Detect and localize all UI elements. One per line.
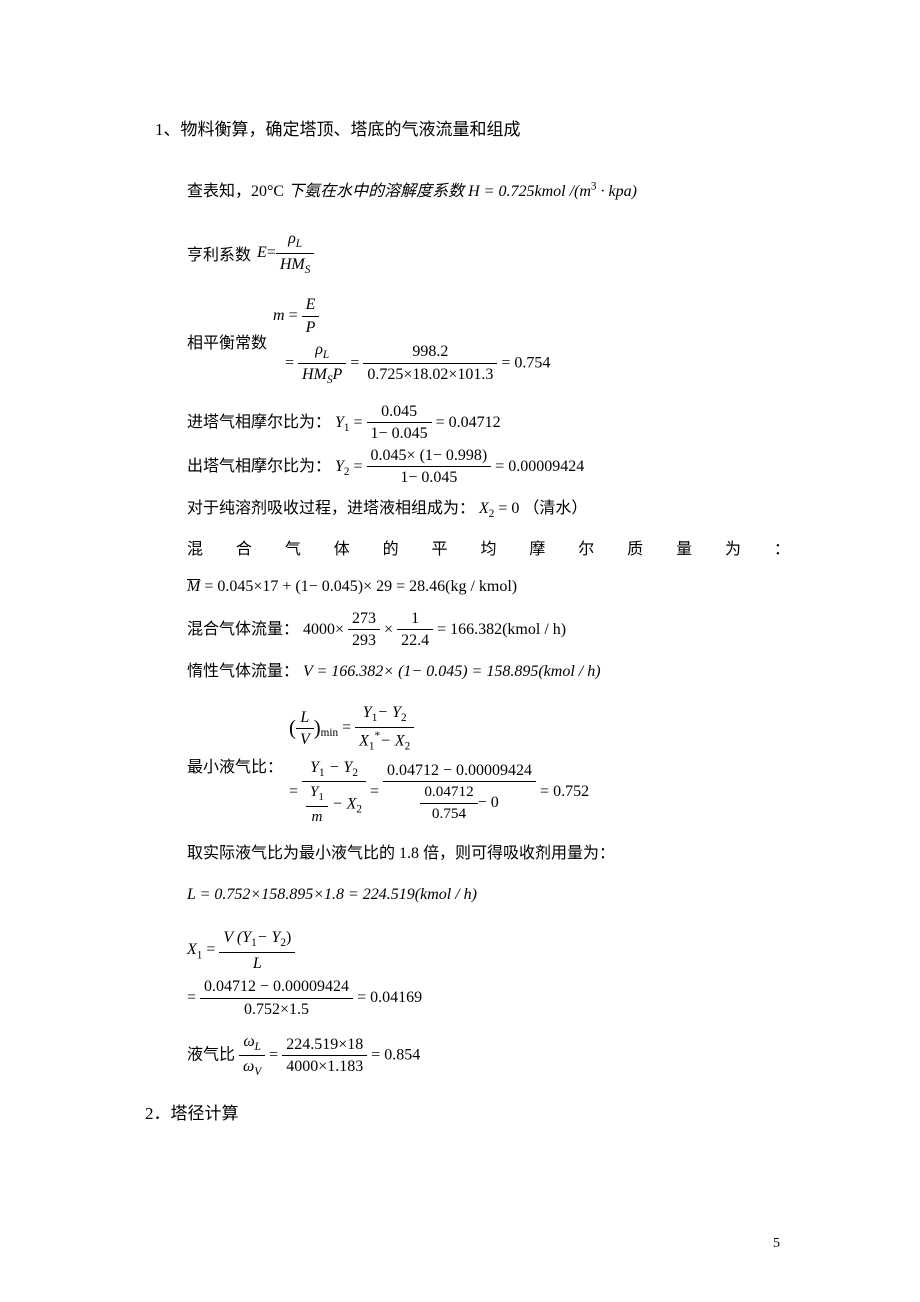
y1-eq: 进塔气相摩尔比为： Y1 = 0.045 1− 0.045 = 0.04712	[187, 403, 790, 443]
L-eq: L = 0.752×158.895×1.8 = 224.519(kmol / h…	[187, 877, 790, 914]
min-lv-eq: 最小液气比： (LV)min = Y1− Y2 X1*− X2 = Y1 − Y…	[187, 704, 790, 825]
mbar-eq: M = 0.045×17 + (1− 0.045)× 29 = 28.46(kg…	[187, 569, 790, 606]
mixflow-eq: 混合气体流量： 4000× 273 293 × 1 22.4 = 166.382…	[187, 610, 790, 650]
section-1-heading: 1、物料衡算，确定塔顶、塔底的气液流量和组成	[155, 115, 790, 146]
mbar-label-line: 混合气体的平均摩尔质量为：	[187, 532, 790, 569]
y2-eq: 出塔气相摩尔比为： Y2 = 0.045× (1− 0.998) 1− 0.04…	[187, 447, 790, 487]
henry-eq: 亨利系数 E = ρL HMS	[187, 230, 790, 276]
lookup-line: 查表知，20°C 下氨在水中的溶解度系数 H = 0.725kmol /(m3 …	[187, 174, 790, 211]
actual-lv-text: 取实际液气比为最小液气比的 1.8 倍，则可得吸收剂用量为：	[187, 836, 790, 873]
m-eq: 相平衡常数 m = E P = ρL HMSP = 998.2	[187, 296, 790, 386]
x2-line: 对于纯溶剂吸收过程，进塔液相组成为： X2 = 0 （清水）	[187, 491, 790, 528]
x1-eq: X1 = V (Y1− Y2) L = 0.04712 − 0.00009424…	[187, 929, 790, 1018]
page-number: 5	[773, 1236, 780, 1252]
lvratio-eq: 液气比 ωL ωV = 224.519×18 4000×1.183 = 0.85…	[187, 1033, 790, 1079]
inert-eq: 惰性气体流量： V = 166.382× (1− 0.045) = 158.89…	[187, 654, 790, 691]
section-2-heading: 2．塔径计算	[145, 1099, 790, 1130]
